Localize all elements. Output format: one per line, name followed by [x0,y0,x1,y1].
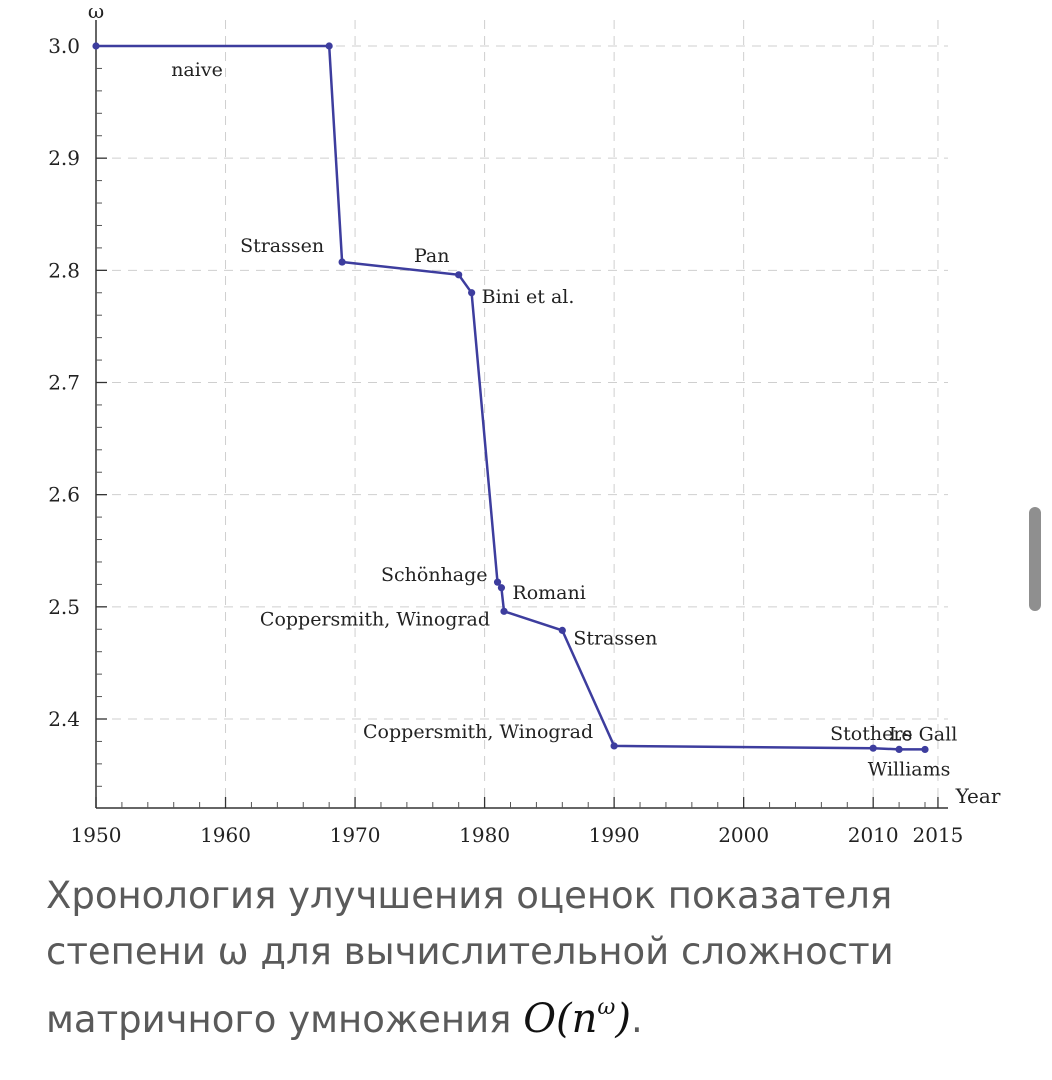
caption-formula-close: ) [615,996,631,1042]
data-point-2 [338,258,346,266]
data-point-3 [455,271,463,279]
x-tick-label-1980: 1980 [459,823,510,847]
caption-formula-base: O(n [523,996,598,1042]
data-points [92,42,929,754]
y-tick-label-0: 2.4 [48,707,80,731]
y-tick-label-4: 2.8 [48,258,80,282]
y-tick-label-2: 2.6 [48,483,80,507]
y-tick-label-6: 3.0 [48,34,80,58]
data-point-9 [610,742,618,750]
x-tick-label-2010: 2010 [848,823,899,847]
caption-formula-exponent: ω [597,995,616,1020]
data-point-8 [558,626,566,634]
point-label-7: Coppersmith, Winograd [260,608,490,630]
caption-end: . [630,998,643,1041]
y-axis-label: ω [88,0,104,23]
figure-caption: Хронология улучшения оценок показателя с… [46,868,986,1048]
caption-text: Хронология улучшения оценок показателя с… [46,874,894,1041]
axes [95,20,948,809]
series-line [96,44,925,751]
point-label-12: Le Gall [889,723,958,745]
x-tick-label-1960: 1960 [200,823,251,847]
data-point-12 [921,745,929,754]
tick-labels: 1950 1960 1970 1980 1990 2000 2010 2015 2.4 2.5 2.… [48,34,963,847]
y-tick-label-3: 2.7 [48,371,80,395]
point-labels: naive Strassen Pan Bini et al. Schönhage Rom… [171,59,957,780]
point-label-11: Williams [868,758,951,780]
data-point-10 [869,744,877,752]
point-label-8: Strassen [573,627,657,649]
y-tick-label-1: 2.5 [48,595,80,619]
x-tick-label-2000: 2000 [718,823,769,847]
point-label-9: Coppersmith, Winograd [363,721,593,743]
omega-chart: 1950 1960 1970 1980 1990 2000 2010 2015 2.4 2.5 2.… [48,0,1001,847]
data-point-0 [92,42,100,50]
point-label-4: Bini et al. [482,286,575,308]
x-tick-label-1990: 1990 [589,823,640,847]
caption-formula: O(nω) [523,995,631,1042]
x-tick-label-1970: 1970 [330,823,381,847]
y-tick-label-5: 2.9 [48,146,80,170]
point-label-2: Strassen [240,235,324,257]
x-axis-label: Year [955,784,1001,808]
data-point-11 [895,745,903,753]
data-point-4 [468,289,476,297]
data-point-5 [493,578,502,586]
page-scrollbar[interactable] [1029,507,1041,611]
data-point-7 [500,607,508,615]
point-label-3: Pan [414,245,450,267]
point-label-10: Stothers [830,723,912,745]
data-point-6 [497,584,506,592]
point-label-6: Romani [512,582,585,604]
annotation-naive: naive [171,59,223,81]
ticks [95,45,939,808]
x-tick-label-2015: 2015 [913,823,964,847]
grid [96,20,948,808]
point-label-5: Schönhage [381,564,488,586]
x-tick-label-1950: 1950 [71,823,122,847]
data-point-1 [325,42,333,50]
